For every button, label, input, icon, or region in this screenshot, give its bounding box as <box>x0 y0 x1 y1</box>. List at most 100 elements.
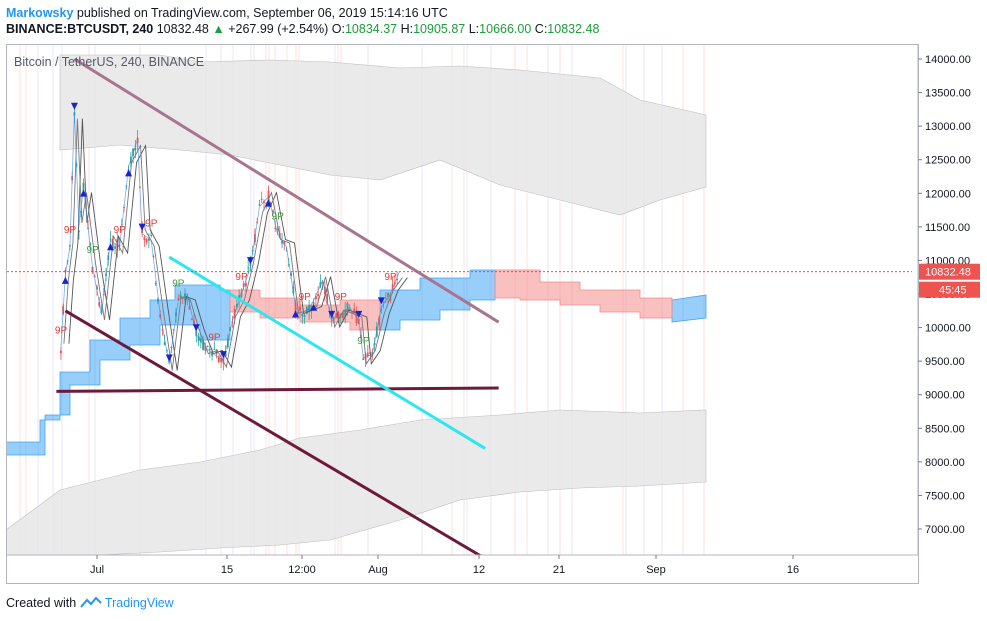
candle-body <box>382 301 385 303</box>
candle-body <box>184 293 186 300</box>
y-tick-label: 12000.00 <box>925 188 971 200</box>
candle-body <box>161 329 164 331</box>
td-sequential-9p-label: 9P <box>145 218 158 229</box>
trend-line-maroon[interactable] <box>56 386 499 393</box>
candle-body <box>380 309 383 311</box>
candle-body <box>145 238 148 243</box>
countdown-tag <box>919 281 980 298</box>
moving-average-slow <box>68 118 408 371</box>
candle-body <box>190 319 193 321</box>
candle-body <box>317 294 320 297</box>
candle-body <box>260 198 263 200</box>
candle-body <box>204 346 207 351</box>
y-tick-label: 10000.00 <box>925 323 971 335</box>
symbol-label: BINANCE:BTCUSDT, 240 <box>6 22 154 36</box>
candle-body <box>378 317 380 326</box>
td-sequential-9p-label: 9P <box>272 212 285 223</box>
y-tick-label: 8000.00 <box>925 457 965 469</box>
chart-title: Bitcoin / TetherUS, 240, BINANCE <box>14 55 204 69</box>
candle-body <box>276 229 279 231</box>
candle-body <box>247 267 250 269</box>
y-tick-label: 7000.00 <box>925 524 965 536</box>
close-value: 10832.48 <box>547 22 600 36</box>
candle-body <box>384 297 387 299</box>
buy-signal-triangle-icon <box>61 276 69 284</box>
candle-body <box>177 298 180 300</box>
y-tick-label: 11500.00 <box>925 222 970 234</box>
ichimoku-red-cloud-right <box>494 269 673 319</box>
open-label: O: <box>331 22 345 36</box>
candle-body <box>387 292 389 297</box>
tradingview-brand[interactable]: TradingView <box>104 596 174 610</box>
buy-signal-triangle-icon <box>107 243 115 251</box>
candle-body <box>344 309 347 318</box>
sell-signal-triangle-icon <box>219 351 227 359</box>
td-sequential-9p-label: 9P <box>384 272 397 283</box>
change-up-icon: ▲ <box>212 22 225 36</box>
last-price: 10832.48 <box>156 22 209 36</box>
candle-body <box>236 303 238 308</box>
buy-signal-triangle-icon <box>292 310 300 318</box>
sell-signal-triangle-icon <box>355 310 363 318</box>
candle-body <box>143 237 146 241</box>
candle-body <box>213 348 216 350</box>
ichimoku-blue-cloud-left <box>7 284 231 456</box>
td-sequential-9p-label: 9P <box>172 279 185 290</box>
candle-body <box>314 296 317 300</box>
ichimoku-blue-cloud-mid <box>379 269 496 331</box>
candle-body <box>342 312 344 319</box>
candle-body <box>157 298 159 302</box>
candle-body <box>181 297 184 299</box>
candle-body <box>224 352 227 357</box>
candle-body <box>64 269 67 273</box>
author-name[interactable]: Markowsky <box>6 6 74 20</box>
y-tick-label: 12500.00 <box>925 155 971 167</box>
candle-body <box>335 313 338 318</box>
candle-body <box>337 311 340 322</box>
buy-signal-triangle-icon <box>79 189 87 197</box>
td-sequential-9p-label: 9P <box>86 245 99 256</box>
td-sequential-9p-label: 9P <box>64 225 77 236</box>
change-value: +267.99 (+2.54%) <box>228 22 329 36</box>
trend-line-maroon[interactable] <box>64 309 482 556</box>
candle-body <box>353 308 356 312</box>
x-tick-label: Jul <box>90 564 104 576</box>
candle-body <box>211 351 213 356</box>
y-tick-label: 8500.00 <box>925 423 965 435</box>
candle-body <box>179 294 182 299</box>
td-sequential-9p-label: 9P <box>335 292 348 303</box>
candle-body <box>154 283 157 285</box>
publish-header: Markowsky published on TradingView.com, … <box>6 6 448 20</box>
candle-body <box>303 315 306 317</box>
td-sequential-9p-label: 9P <box>357 336 370 347</box>
trend-line-mauve[interactable] <box>73 57 500 324</box>
candle-body <box>114 246 116 249</box>
candle-body <box>217 356 220 363</box>
candle-body <box>197 336 200 342</box>
candle-body <box>312 302 315 305</box>
candle-body <box>301 313 304 317</box>
y-tick-label: 9000.00 <box>925 390 965 402</box>
published-text: published on TradingView.com, September … <box>76 6 448 20</box>
candle-body <box>296 312 299 314</box>
y-tick-label: 14000.00 <box>925 54 971 66</box>
candle-body <box>274 228 277 230</box>
upper-cloud-band <box>59 54 707 216</box>
x-tick-label: Sep <box>646 564 666 576</box>
candle-body <box>78 230 80 232</box>
x-tick-label: 12 <box>473 564 485 576</box>
created-with-label: Created with <box>6 596 77 610</box>
trend-line-cyan[interactable] <box>168 255 486 450</box>
candle-body <box>321 282 324 284</box>
sell-signal-triangle-icon <box>192 324 200 332</box>
open-value: 10834.37 <box>344 22 398 36</box>
x-tick-label: 21 <box>553 564 565 576</box>
candle-body <box>188 306 191 310</box>
tradingview-logo-icon <box>79 596 105 610</box>
buy-signal-triangle-icon <box>310 303 318 311</box>
candle-body <box>290 272 292 276</box>
sell-signal-triangle-icon <box>165 354 173 362</box>
x-tick-label: Aug <box>368 564 388 576</box>
candle-body <box>267 190 270 201</box>
